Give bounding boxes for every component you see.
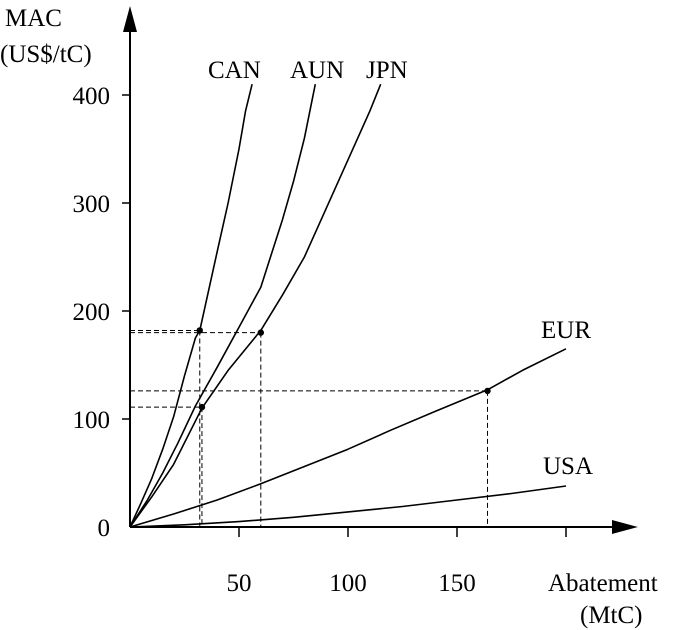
- y-tick-label: 100: [73, 407, 111, 434]
- data-point-marker: [484, 388, 490, 394]
- y-tick-label: 200: [73, 299, 111, 326]
- y-axis-title-line1: MAC: [5, 5, 62, 32]
- x-tick-label: 100: [329, 570, 367, 597]
- guide-lines: [130, 330, 488, 527]
- series-label-jpn: JPN: [366, 57, 408, 84]
- data-point-marker: [258, 329, 264, 335]
- x-axis-title-line2: (MtC): [580, 602, 643, 629]
- x-axis-arrow: [612, 520, 638, 534]
- data-point-marker: [199, 404, 205, 410]
- y-tick-label: 300: [73, 191, 111, 218]
- data-point-marker: [197, 327, 203, 333]
- y-axis-title-line2: (US$/tC): [0, 41, 92, 68]
- curve-eur: [130, 349, 566, 527]
- y-axis-arrow: [123, 6, 137, 32]
- markers: [197, 327, 491, 410]
- y-tick-label: 400: [73, 83, 111, 110]
- curve-jpn: [130, 84, 381, 527]
- x-tick-label: 150: [438, 570, 476, 597]
- curve-can: [130, 84, 252, 527]
- series-label-can: CAN: [208, 57, 261, 84]
- x-tick-label: 50: [227, 570, 252, 597]
- series-label-usa: USA: [543, 453, 593, 480]
- series-label-aun: AUN: [290, 57, 344, 84]
- y-tick-label: 0: [98, 515, 111, 542]
- series-label-eur: EUR: [541, 317, 591, 344]
- curves: [130, 84, 566, 527]
- ticks: 0 100 200 300 400 50 100 150: [73, 83, 567, 597]
- x-axis-title-line1: Abatement: [548, 570, 658, 597]
